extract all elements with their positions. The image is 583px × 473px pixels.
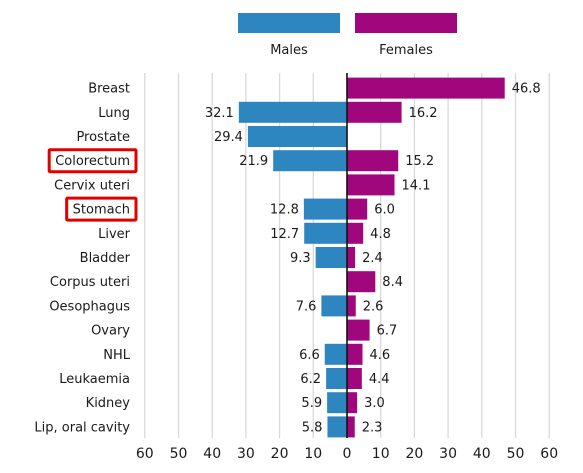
value-label-males-leukaemia: 6.2 bbox=[300, 372, 321, 387]
x-tick-label: 60 bbox=[136, 446, 154, 462]
category-label-prostate: Prostate bbox=[76, 130, 130, 145]
category-label-leukaemia: Leukaemia bbox=[59, 372, 130, 387]
value-labels: 46.8 32.1 16.2 29.4 21.9 15.2 14.1 12.8 6.0 12.7 4… bbox=[205, 82, 541, 436]
bar-females-ovary bbox=[347, 319, 370, 341]
x-tick-label: 20 bbox=[271, 446, 289, 462]
bar-females-liver bbox=[347, 222, 364, 244]
x-tick-label: 50 bbox=[170, 446, 188, 462]
x-tick-label: 10 bbox=[372, 446, 390, 462]
bar-males-lip-oral-cavity bbox=[327, 416, 347, 438]
category-label-lung: Lung bbox=[98, 106, 130, 121]
value-label-females-colorectum: 15.2 bbox=[405, 154, 434, 169]
bar-females-stomach bbox=[347, 198, 368, 220]
x-tick-label: 30 bbox=[439, 446, 457, 462]
highlight-boxes bbox=[47, 148, 138, 222]
value-label-males-prostate: 29.4 bbox=[214, 130, 243, 145]
value-label-females-stomach: 6.0 bbox=[374, 203, 395, 218]
bar-males-lung bbox=[238, 101, 347, 123]
highlight-box-colorectum bbox=[47, 148, 138, 174]
bar-females-oesophagus bbox=[347, 295, 356, 317]
category-label-stomach: Stomach bbox=[73, 203, 130, 218]
x-tick-label: 50 bbox=[507, 446, 525, 462]
bars bbox=[238, 73, 505, 438]
value-label-females-corpus-uteri: 8.4 bbox=[382, 275, 403, 290]
category-label-kidney: Kidney bbox=[86, 396, 131, 411]
x-tick-label: 0 bbox=[343, 446, 352, 462]
value-label-females-leukaemia: 4.4 bbox=[369, 372, 390, 387]
value-label-males-liver: 12.7 bbox=[270, 227, 299, 242]
value-label-males-nhl: 6.6 bbox=[299, 348, 320, 363]
category-label-colorectum: Colorectum bbox=[55, 154, 130, 169]
value-label-females-breast: 46.8 bbox=[512, 82, 541, 97]
value-label-females-lip-oral-cavity: 2.3 bbox=[362, 420, 383, 435]
value-label-females-liver: 4.8 bbox=[370, 227, 391, 242]
value-label-females-nhl: 4.6 bbox=[370, 348, 391, 363]
x-tick-label: 40 bbox=[203, 446, 221, 462]
category-label-liver: Liver bbox=[98, 227, 131, 242]
x-tick-label: 10 bbox=[304, 446, 322, 462]
bar-males-prostate bbox=[247, 126, 347, 147]
value-label-females-cervix-uteri: 14.1 bbox=[402, 178, 431, 193]
category-label-cervix-uteri: Cervix uteri bbox=[54, 178, 130, 193]
x-tick-label: 60 bbox=[540, 446, 558, 462]
highlight-box-stomach bbox=[65, 196, 138, 222]
category-label-corpus-uteri: Corpus uteri bbox=[50, 275, 130, 290]
bar-males-bladder bbox=[315, 247, 347, 268]
bar-males-oesophagus bbox=[321, 295, 347, 317]
bar-females-colorectum bbox=[347, 150, 399, 172]
category-label-nhl: NHL bbox=[103, 348, 131, 363]
x-tick-label: 40 bbox=[473, 446, 491, 462]
value-label-females-ovary: 6.7 bbox=[377, 324, 398, 339]
category-label-breast: Breast bbox=[88, 82, 130, 97]
legend-swatch-females bbox=[355, 13, 457, 33]
bar-females-lung bbox=[347, 101, 402, 123]
value-label-females-kidney: 3.0 bbox=[364, 396, 385, 411]
value-label-males-stomach: 12.8 bbox=[270, 203, 299, 218]
category-labels: Breast Lung Prostate Colorectum Cervix uteri… bbox=[34, 82, 130, 436]
bar-females-leukaemia bbox=[347, 368, 362, 389]
bar-females-corpus-uteri bbox=[347, 271, 376, 293]
bar-females-cervix-uteri bbox=[347, 174, 395, 196]
bar-males-stomach bbox=[303, 198, 347, 220]
bar-males-kidney bbox=[327, 392, 347, 414]
bar-males-leukaemia bbox=[326, 368, 347, 389]
value-label-males-lung: 32.1 bbox=[205, 106, 234, 121]
category-label-bladder: Bladder bbox=[80, 251, 131, 266]
value-label-males-lip-oral-cavity: 5.8 bbox=[302, 420, 323, 435]
x-tick-label: 20 bbox=[405, 446, 423, 462]
category-label-lip-oral-cavity: Lip, oral cavity bbox=[34, 420, 130, 435]
value-label-males-colorectum: 21.9 bbox=[239, 154, 268, 169]
legend-label-females: Females bbox=[379, 43, 433, 58]
value-label-males-kidney: 5.9 bbox=[301, 396, 322, 411]
value-label-males-bladder: 9.3 bbox=[290, 251, 311, 266]
value-label-females-bladder: 2.4 bbox=[362, 251, 383, 266]
legend-swatch-males bbox=[238, 13, 340, 33]
value-label-males-oesophagus: 7.6 bbox=[296, 299, 317, 314]
bar-males-nhl bbox=[324, 343, 347, 365]
x-tick-labels: 60 50 40 30 20 10 0 10 20 30 40 50 60 bbox=[136, 446, 558, 462]
value-label-females-lung: 16.2 bbox=[409, 106, 438, 121]
legend: Males Females bbox=[238, 13, 457, 58]
category-label-ovary: Ovary bbox=[91, 324, 130, 339]
value-label-females-oesophagus: 2.6 bbox=[363, 299, 384, 314]
x-tick-label: 30 bbox=[237, 446, 255, 462]
bar-males-liver bbox=[304, 222, 347, 244]
legend-label-males: Males bbox=[270, 43, 308, 58]
bar-females-lip-oral-cavity bbox=[347, 416, 355, 438]
category-label-oesophagus: Oesophagus bbox=[49, 299, 130, 314]
bar-females-breast bbox=[347, 77, 505, 99]
bar-females-nhl bbox=[347, 343, 363, 365]
bar-males-colorectum bbox=[273, 150, 347, 172]
bar-females-kidney bbox=[347, 392, 358, 414]
bar-females-bladder bbox=[347, 247, 356, 268]
